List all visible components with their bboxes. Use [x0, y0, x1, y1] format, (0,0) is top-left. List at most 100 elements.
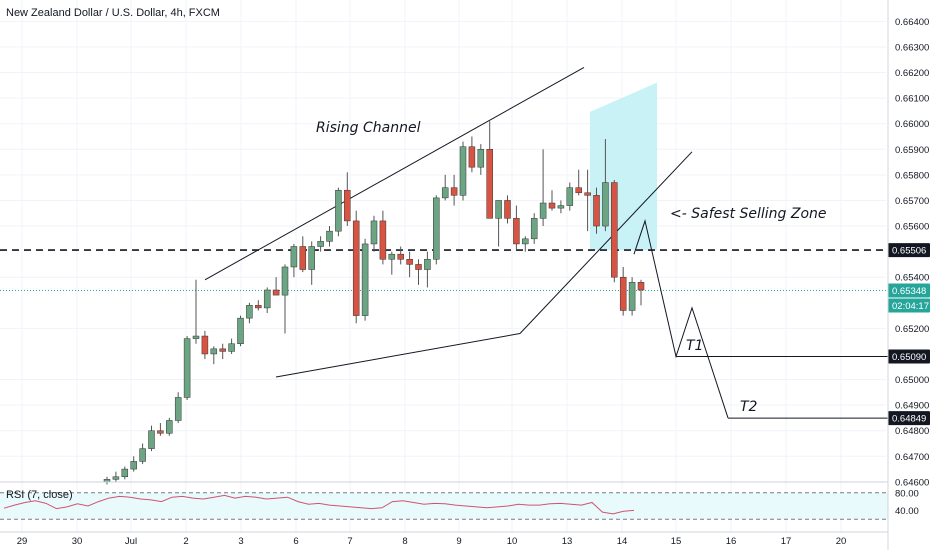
x-tick-0: 29 [17, 536, 28, 547]
candle-body-35 [415, 264, 422, 270]
level-tag-1 [888, 283, 930, 298]
candle-body-0 [103, 479, 111, 483]
countdown-tag [888, 298, 930, 313]
x-tick-9: 10 [507, 536, 518, 547]
y-tick-2: 0.66200 [895, 68, 929, 79]
channel-lower-line [275, 332, 521, 378]
channel-upper-line [204, 66, 585, 281]
candle-body-52 [566, 187, 574, 206]
candles [103, 121, 645, 485]
y-tick-10: 0.65200 [895, 324, 929, 335]
candle-body-14 [228, 343, 235, 352]
price-levels [0, 249, 888, 419]
candle-body-38 [441, 187, 449, 199]
x-tick-13: 16 [726, 536, 737, 547]
y-tick-14: 0.64700 [895, 452, 929, 463]
rsi-label: RSI (7, close) [6, 489, 73, 501]
candle-body-28 [352, 220, 360, 316]
x-tick-4: 3 [238, 536, 243, 547]
x-tick-14: 17 [781, 536, 792, 547]
candle-body-43 [486, 149, 493, 219]
y-tick-9: 0.65400 [895, 273, 929, 284]
candle-body-19 [272, 289, 280, 296]
candle-body-7 [166, 420, 173, 434]
candle-body-26 [335, 189, 342, 232]
candle-body-9 [183, 338, 191, 398]
candle-body-10 [192, 335, 200, 339]
level-tag-label-3: 0.64849 [892, 414, 926, 425]
level-tag-3 [888, 411, 930, 426]
x-tick-5: 6 [293, 536, 298, 547]
rsi-tick-1: 40.00 [895, 506, 919, 517]
y-tick-11: 0.65000 [895, 375, 929, 386]
x-tick-12: 15 [671, 536, 682, 547]
candle-body-2 [121, 468, 129, 478]
candle-body-4 [139, 448, 146, 462]
candle-body-5 [148, 430, 155, 449]
y-tick-12: 0.64900 [895, 401, 929, 412]
candle-body-17 [255, 305, 262, 309]
y-tick-8: 0.65600 [895, 222, 929, 233]
x-tick-8: 9 [456, 536, 461, 547]
candle-body-22 [299, 246, 307, 270]
selling-zone [590, 82, 657, 251]
rsi-tick-0: 80.00 [895, 488, 919, 499]
channel-annotation: Rising Channel [316, 120, 421, 136]
level-tag-2 [888, 349, 930, 364]
rising-channel [204, 66, 693, 378]
candle-body-13 [219, 348, 226, 352]
x-tick-1: 30 [72, 536, 83, 547]
selling-zone-fill [590, 82, 657, 251]
channel-lower-extension [519, 151, 693, 334]
t1-annotation: T1 [686, 338, 703, 354]
candle-body-54 [584, 192, 591, 196]
x-tick-11: 14 [617, 536, 628, 547]
candle-body-42 [477, 149, 485, 168]
projection-path [633, 219, 729, 419]
y-tick-3: 0.66100 [895, 94, 929, 105]
candle-body-36 [424, 259, 431, 270]
candle-body-29 [361, 243, 369, 316]
level-tag-label-2: 0.65090 [892, 352, 926, 363]
candle-body-41 [468, 146, 476, 168]
candle-body-59 [628, 282, 636, 311]
chart-text: New Zealand Dollar / U.S. Dollar, 4h, FX… [6, 7, 827, 501]
y-tick-7: 0.65700 [895, 196, 929, 207]
candle-body-50 [548, 202, 556, 209]
candle-body-40 [459, 146, 467, 196]
x-tick-10: 13 [562, 536, 573, 547]
x-tick-15: 20 [836, 536, 847, 547]
candle-body-31 [379, 220, 387, 260]
candle-body-60 [637, 282, 645, 291]
candle-body-58 [619, 276, 627, 311]
candle-body-37 [433, 197, 440, 260]
candle-body-44 [495, 200, 502, 219]
candle-body-25 [326, 230, 333, 242]
candle-body-57 [611, 182, 618, 278]
candle-body-1 [112, 476, 120, 480]
y-tick-1: 0.66300 [895, 42, 929, 53]
y-tick-5: 0.65900 [895, 145, 929, 156]
candle-body-8 [174, 397, 182, 421]
x-tick-3: 2 [183, 536, 188, 547]
candle-body-23 [308, 246, 315, 270]
candle-body-48 [530, 218, 538, 240]
rsi-pane [0, 481, 888, 520]
candle-body-34 [406, 259, 413, 265]
level-tag-label-1: 0.65348 [892, 286, 926, 297]
candle-body-18 [263, 289, 271, 309]
candle-body-45 [504, 200, 511, 219]
candle-body-46 [513, 218, 520, 245]
candle-body-30 [370, 220, 378, 245]
candle-body-11 [201, 335, 209, 355]
chart-title: New Zealand Dollar / U.S. Dollar, 4h, FX… [6, 7, 220, 19]
y-tick-4: 0.66000 [895, 119, 929, 130]
candle-body-27 [344, 189, 351, 222]
zone-annotation: <- Safest Selling Zone [670, 206, 827, 222]
candle-body-3 [130, 461, 137, 470]
level-tag-label-0: 0.65506 [892, 246, 926, 257]
projection-polyline [633, 219, 729, 419]
rsi-band [0, 492, 888, 520]
